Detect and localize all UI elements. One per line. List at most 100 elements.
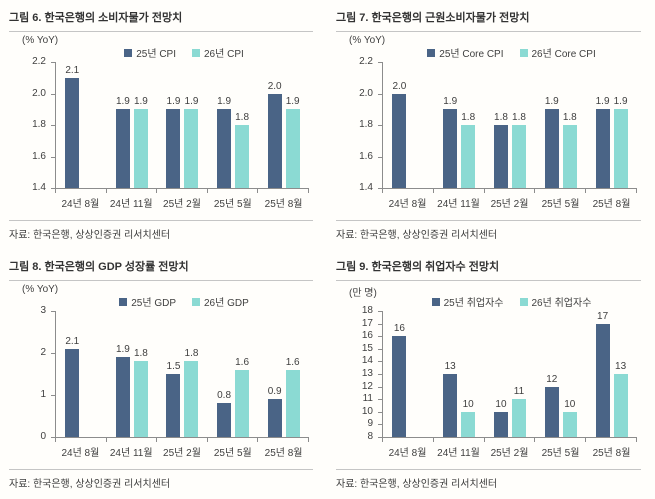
- y-axis-tick-label: 3: [40, 305, 46, 316]
- bar-value-label: 1.9: [166, 96, 181, 108]
- legend-label: 26년 CPI: [204, 49, 244, 60]
- x-axis-labels: 24년 8월 24년 11월 25년 2월 25년 5월 25년 8월: [382, 438, 637, 459]
- bar-series1: [595, 109, 610, 188]
- x-axis-category-label: 24년 8월: [61, 199, 100, 210]
- legend-marker-icon: [431, 297, 440, 306]
- bar-series2: [461, 411, 476, 437]
- bar-value-label: 1.9: [133, 96, 148, 108]
- x-axis-category-label: 25년 8월: [264, 199, 303, 210]
- legend-marker-icon: [119, 297, 128, 306]
- bar-value-label: 1.8: [235, 112, 250, 123]
- bar-slot-series2: 1.6: [285, 311, 300, 437]
- y-axis-tick: [378, 399, 382, 401]
- y-axis-tick-label: 2.2: [32, 56, 46, 67]
- x-axis-tick: [636, 189, 637, 193]
- y-axis-tick-label: 1.8: [359, 119, 373, 130]
- bar-series1: [115, 357, 130, 437]
- x-axis-category-label: 24년 8월: [388, 448, 427, 459]
- x-axis-category-label: 25년 2월: [490, 448, 529, 459]
- bar-value-label: 0.9: [267, 386, 282, 398]
- bar-series2: [235, 369, 250, 437]
- bar-series1: [217, 403, 232, 437]
- y-axis-tick: [378, 336, 382, 338]
- y-axis-tick: [51, 156, 55, 158]
- bar-slot-series1: 1.9: [595, 62, 610, 188]
- chart-header: (만 명) 25년 취업자수 26년 취업자수: [336, 281, 641, 311]
- legend-item-series2: 26년 CPI: [192, 45, 244, 60]
- x-axis-tick: [308, 189, 309, 193]
- x-axis-tick: [55, 438, 56, 442]
- x-axis-category-label: 25년 2월: [163, 199, 201, 210]
- bar-slot-series2: 1.6: [235, 311, 250, 437]
- y-axis-tick: [378, 188, 382, 189]
- bar-series1: [65, 348, 80, 437]
- bar-value-label: 1.9: [595, 96, 610, 108]
- x-axis-category-label: 25년 8월: [592, 448, 631, 459]
- x-axis-category-label: 25년 5월: [541, 199, 580, 210]
- bar-value-label: 17: [597, 310, 609, 322]
- plot-area: 16 13 10 10 11 12 10 17 13: [382, 311, 637, 442]
- bar-groups: 16 13 10 10 11 12 10 17 13: [383, 311, 637, 437]
- y-axis-tick: [378, 311, 382, 312]
- y-axis-unit-label: (% YoY): [22, 284, 59, 295]
- bar-group: 1.9 1.8: [107, 311, 158, 437]
- bar-series2: [511, 399, 526, 437]
- bar-value-label: 1.8: [133, 348, 148, 360]
- legend-item-series1: 25년 Core CPI: [427, 45, 504, 60]
- x-axis-tick: [156, 189, 158, 193]
- legend-label: 26년 Core CPI: [531, 49, 596, 60]
- y-axis-tick: [378, 323, 382, 325]
- source-note: 자료: 한국은행, 상상인증권 리서치센터: [336, 220, 641, 241]
- bar-value-label: 2.1: [65, 64, 80, 76]
- bar-slot-series2: 1.8: [133, 311, 148, 437]
- chart-panel-1: 그림 6. 한국은행의 소비자물가 전망치 (% YoY) 25년 CPI 26년…: [0, 0, 327, 249]
- bar-series1: [493, 125, 508, 188]
- bar-series1: [392, 93, 407, 188]
- legend-marker-icon: [124, 48, 133, 57]
- bar-value-label: 1.9: [115, 344, 130, 356]
- bar-group: 13 10: [434, 311, 485, 437]
- y-axis-tick-label: 16: [361, 330, 373, 342]
- bar-groups: 2.0 1.9 1.8 1.8 1.8 1.9 1.8 1.9 1.9: [383, 62, 637, 188]
- bar-group: 1.5 1.8: [157, 311, 208, 437]
- y-axis-tick: [378, 62, 382, 63]
- y-axis: 2.2 2.0 1.8 1.6 1.4: [9, 57, 55, 193]
- x-axis-tick: [105, 189, 107, 193]
- bar-slot-series1: 2.0: [392, 62, 407, 188]
- chart-header: (% YoY) 25년 CPI 26년 CPI: [9, 32, 313, 62]
- figure-title: 그림 7. 한국은행의 근원소비자물가 전망치: [336, 7, 641, 32]
- bar-slot-series1: 2.1: [65, 311, 80, 437]
- bar-value-label: 16: [393, 323, 405, 335]
- bar-slot-series2: 1.8: [511, 62, 526, 188]
- x-axis-category-label: 25년 5월: [541, 448, 580, 459]
- y-axis-tick-label: 8: [367, 431, 373, 442]
- bar-slot-series1: 12: [544, 311, 559, 437]
- bar-series2: [511, 125, 526, 188]
- x-axis-tick: [534, 189, 536, 193]
- y-axis-tick-label: 11: [362, 393, 373, 405]
- x-axis-category-label: 24년 11월: [109, 199, 153, 210]
- x-axis-category-label: 25년 8월: [592, 199, 631, 210]
- chart-panel-3: 그림 8. 한국은행의 GDP 성장률 전망치 (% YoY) 25년 GDP 2…: [0, 249, 327, 499]
- bar-group: 1.9 1.8: [208, 62, 259, 188]
- y-axis-tick: [378, 411, 382, 413]
- plot-row: 2.2 2.0 1.8 1.6 1.4 2.0 1.9 1.8 1.8 1.8 1.9 1.8 1.9…: [336, 57, 641, 193]
- bar-value-label: 1.9: [115, 96, 130, 108]
- legend-label: 25년 취업자수: [443, 298, 504, 309]
- bar-series1: [443, 109, 458, 188]
- bar-slot-series1: 1.5: [166, 311, 181, 437]
- y-axis-tick-label: 12: [361, 380, 373, 392]
- chart-header: (% YoY) 25년 Core CPI 26년 Core CPI: [336, 32, 641, 62]
- x-axis-tick: [382, 438, 383, 442]
- bar-value-label: 1.9: [613, 96, 628, 108]
- y-axis-tick: [51, 437, 55, 438]
- bar-slot-series2: 11: [511, 311, 526, 437]
- bar-series1: [544, 386, 559, 437]
- bar-slot-series2: 1.9: [184, 62, 199, 188]
- bar-group: 12 10: [535, 311, 586, 437]
- bar-series1: [392, 336, 407, 437]
- x-axis-tick: [55, 189, 56, 193]
- x-axis-tick: [483, 189, 485, 193]
- bar-series1: [65, 77, 80, 188]
- y-axis-tick: [51, 395, 55, 396]
